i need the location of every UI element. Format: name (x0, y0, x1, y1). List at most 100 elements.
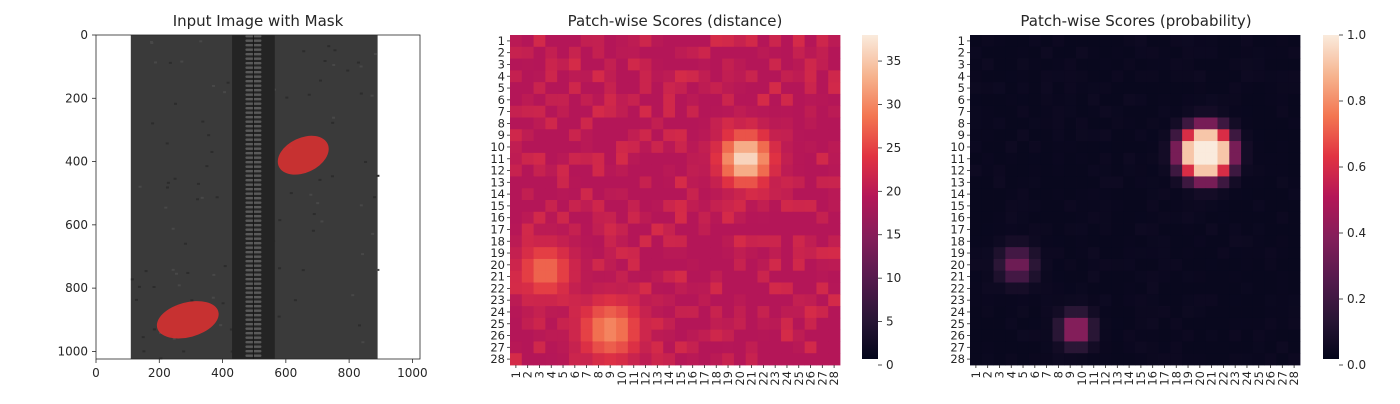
heatmap-cell (604, 141, 617, 154)
heatmap-cell (1288, 164, 1301, 177)
heatmap-cell (710, 317, 723, 331)
heatmap-cell (745, 329, 758, 342)
heatmap-cell (686, 353, 699, 366)
heatmap-cell (769, 93, 782, 107)
heatmap-cell (1182, 294, 1195, 307)
heatmap-cell (592, 211, 605, 224)
heatmap-cell (804, 105, 817, 118)
heatmap-cell (1052, 200, 1065, 213)
heatmap-cell (1288, 35, 1301, 48)
heatmap-cell (970, 329, 983, 342)
heatmap-cell (639, 105, 652, 118)
heatmap-cell (1217, 235, 1230, 248)
heatmap-cell (769, 164, 782, 177)
heatmap-cell (781, 176, 794, 189)
heatmap-cell (1276, 188, 1289, 201)
heatmap-cell (521, 317, 534, 331)
heatmap-cell (1217, 58, 1230, 71)
x-tick-label: 4 (1004, 371, 1018, 378)
heatmap-cell (1264, 141, 1277, 154)
heatmap-cell (568, 141, 582, 154)
heatmap-cell (521, 247, 534, 260)
heatmap-cell (1182, 105, 1195, 118)
heatmap-cell (710, 70, 723, 83)
heatmap-cell (698, 235, 711, 248)
heatmap-cell (792, 82, 806, 95)
heatmap-cell (769, 152, 782, 166)
heatmap-cell (993, 317, 1006, 331)
heatmap-cell (970, 164, 983, 177)
heatmap-cell (710, 35, 723, 48)
heatmap-cell (781, 258, 794, 272)
heatmap-cell (1052, 176, 1065, 189)
heatmap-cell (627, 258, 641, 272)
heatmap-cell (616, 341, 629, 354)
heatmap-cell (733, 152, 747, 166)
heatmap-cell (1087, 306, 1101, 319)
heatmap-cell (663, 247, 676, 260)
heatmap-cell (639, 282, 652, 295)
heatmap-cell (1028, 117, 1042, 130)
heatmap-cell (1276, 353, 1289, 366)
heatmap-cell (981, 129, 994, 142)
heatmap-cell (698, 152, 711, 166)
heatmap-cell (510, 270, 523, 283)
heatmap-cell (1146, 247, 1159, 260)
heatmap-cell (1241, 105, 1254, 118)
heatmap-cell (781, 317, 794, 331)
heatmap-cell (757, 152, 770, 166)
y-tick-label: 18 (950, 234, 965, 248)
fabric-texture (302, 50, 306, 53)
heatmap-cell (698, 164, 711, 177)
heatmap-cell (616, 223, 629, 236)
y-tick-label: 26 (950, 329, 965, 343)
heatmap-cell (1017, 200, 1030, 213)
heatmap-cell (627, 141, 641, 154)
fabric-texture (205, 165, 209, 168)
heatmap-cell (1158, 294, 1171, 307)
fabric-texture (134, 298, 138, 301)
heatmap-cell (1111, 188, 1124, 201)
heatmap-cell (627, 200, 641, 213)
heatmap-cell (970, 35, 983, 48)
fabric-texture (211, 296, 215, 299)
heatmap-cell (1076, 258, 1089, 272)
heatmap-cell (981, 46, 994, 59)
heatmap-cell (1170, 141, 1183, 154)
heatmap-cell (545, 270, 558, 283)
heatmap-cell (1123, 317, 1136, 331)
heatmap-cell (510, 176, 523, 189)
heatmap-cell (993, 176, 1006, 189)
heatmap-cell (1241, 329, 1254, 342)
heatmap-cell (1276, 294, 1289, 307)
heatmap-cell (1064, 306, 1077, 319)
heatmap-cell (1170, 35, 1183, 48)
heatmap-cell (592, 70, 605, 83)
heatmap-cell (533, 270, 546, 283)
heatmap-cell (580, 82, 593, 95)
heatmap-cell (533, 35, 546, 48)
heatmap-cell (981, 35, 994, 48)
heatmap-cell (1182, 70, 1195, 83)
heatmap-cell (1017, 211, 1030, 224)
heatmap-cell (757, 93, 770, 107)
heatmap-cell (1028, 93, 1042, 107)
heatmap-cell (1087, 329, 1101, 342)
heatmap-cell (533, 164, 546, 177)
heatmap-cell (1028, 258, 1042, 272)
heatmap-cell (1028, 329, 1042, 342)
heatmap-cell (592, 317, 605, 331)
heatmap-cell (686, 70, 699, 83)
heatmap-cell (663, 294, 676, 307)
heatmap-cell (616, 70, 629, 83)
heatmap-cell (557, 152, 570, 166)
heatmap-cell (557, 117, 570, 130)
fabric-texture (171, 268, 175, 271)
heatmap-cell (1241, 152, 1254, 166)
heatmap-cell (1099, 294, 1112, 307)
heatmap-cell (545, 93, 558, 107)
heatmap-cell (627, 306, 641, 319)
heatmap-cell (981, 200, 994, 213)
heatmap-cell (627, 176, 641, 189)
heatmap-cell (804, 58, 817, 71)
